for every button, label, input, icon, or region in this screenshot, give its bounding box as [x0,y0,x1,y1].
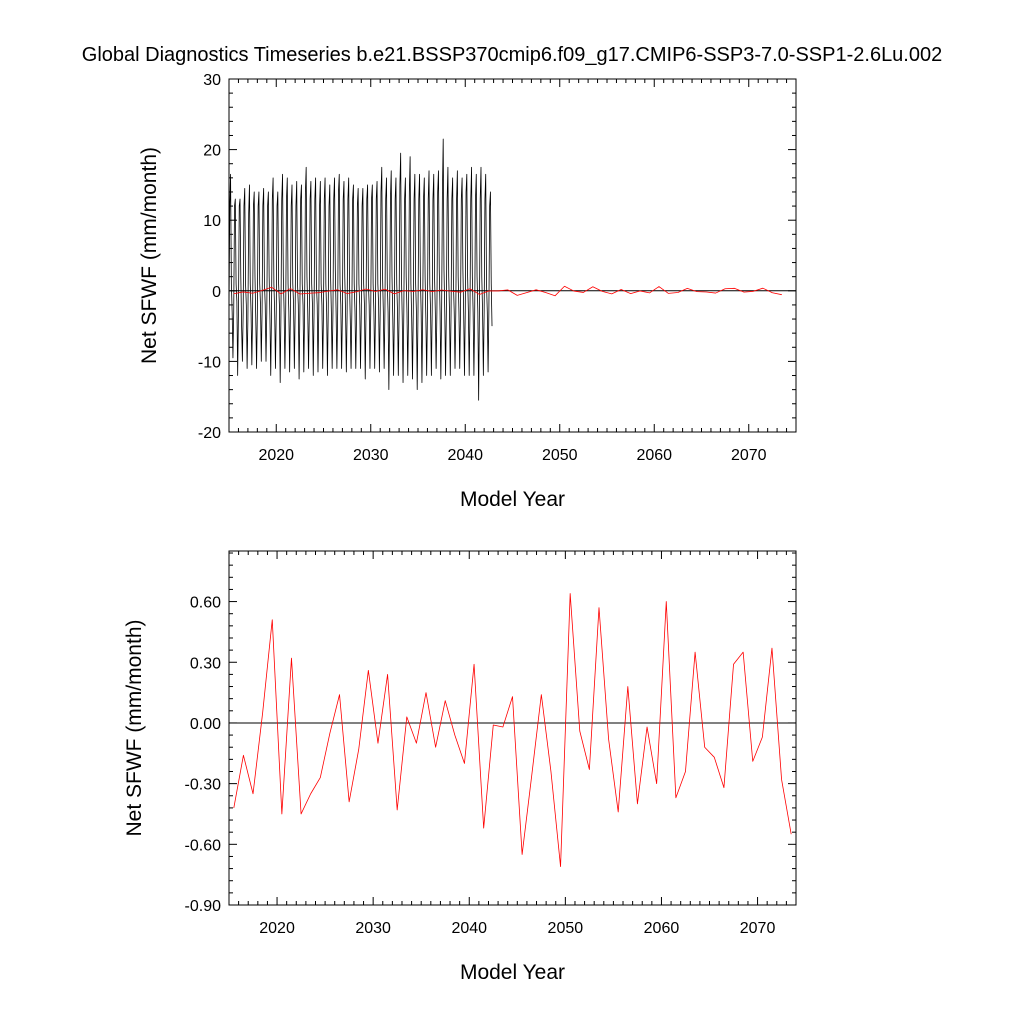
y-tick-label: 0 [212,284,221,301]
x-tick-label: 2040 [447,447,483,464]
y-tick-label: 20 [203,143,221,160]
y-tick-label: -20 [198,425,221,442]
x-tick-label: 2070 [731,447,767,464]
chart-title: Global Diagnostics Timeseries b.e21.BSSP… [81,44,943,66]
x-tick-label: 2050 [542,447,578,464]
x-tick-label: 2020 [259,920,295,937]
y-tick-label: 0.00 [190,716,221,733]
y-tick-label: -10 [198,354,221,371]
x-tick-label: 2030 [353,447,389,464]
y-tick-label: -0.60 [185,837,222,854]
x-tick-label: 2020 [258,447,294,464]
x-tick-label: 2030 [355,920,391,937]
y-tick-label: -0.30 [185,777,222,794]
y-axis-title: Net SFWF (mm/month) [123,619,146,836]
x-axis-title: Model Year [460,961,565,984]
series-line-1 [233,285,782,297]
series-line-0 [233,593,792,867]
x-tick-label: 2060 [644,920,680,937]
y-axis-title: Net SFWF (mm/month) [138,147,161,364]
bottom-panel: 2020 2030 2040 2050 2060 2070 -0.90 -0.60 -0.30 0… [123,550,797,984]
y-tick-label: 10 [203,213,221,230]
x-tick-label: 2060 [636,447,672,464]
plot-frame [228,550,797,906]
top-panel: 2020 2030 2040 2050 2060 2070-20-100102030Mod… [138,72,797,511]
x-tick-label: 2070 [740,920,776,937]
x-tick-label: 2050 [548,920,584,937]
series-line-0 [228,138,493,401]
y-tick-label: -0.90 [185,898,222,915]
y-tick-label: 30 [203,72,221,89]
y-tick-label: 0.30 [190,655,221,672]
x-tick-label: 2040 [451,920,487,937]
x-axis-title: Model Year [460,488,565,511]
y-tick-label: 0.60 [190,595,221,612]
